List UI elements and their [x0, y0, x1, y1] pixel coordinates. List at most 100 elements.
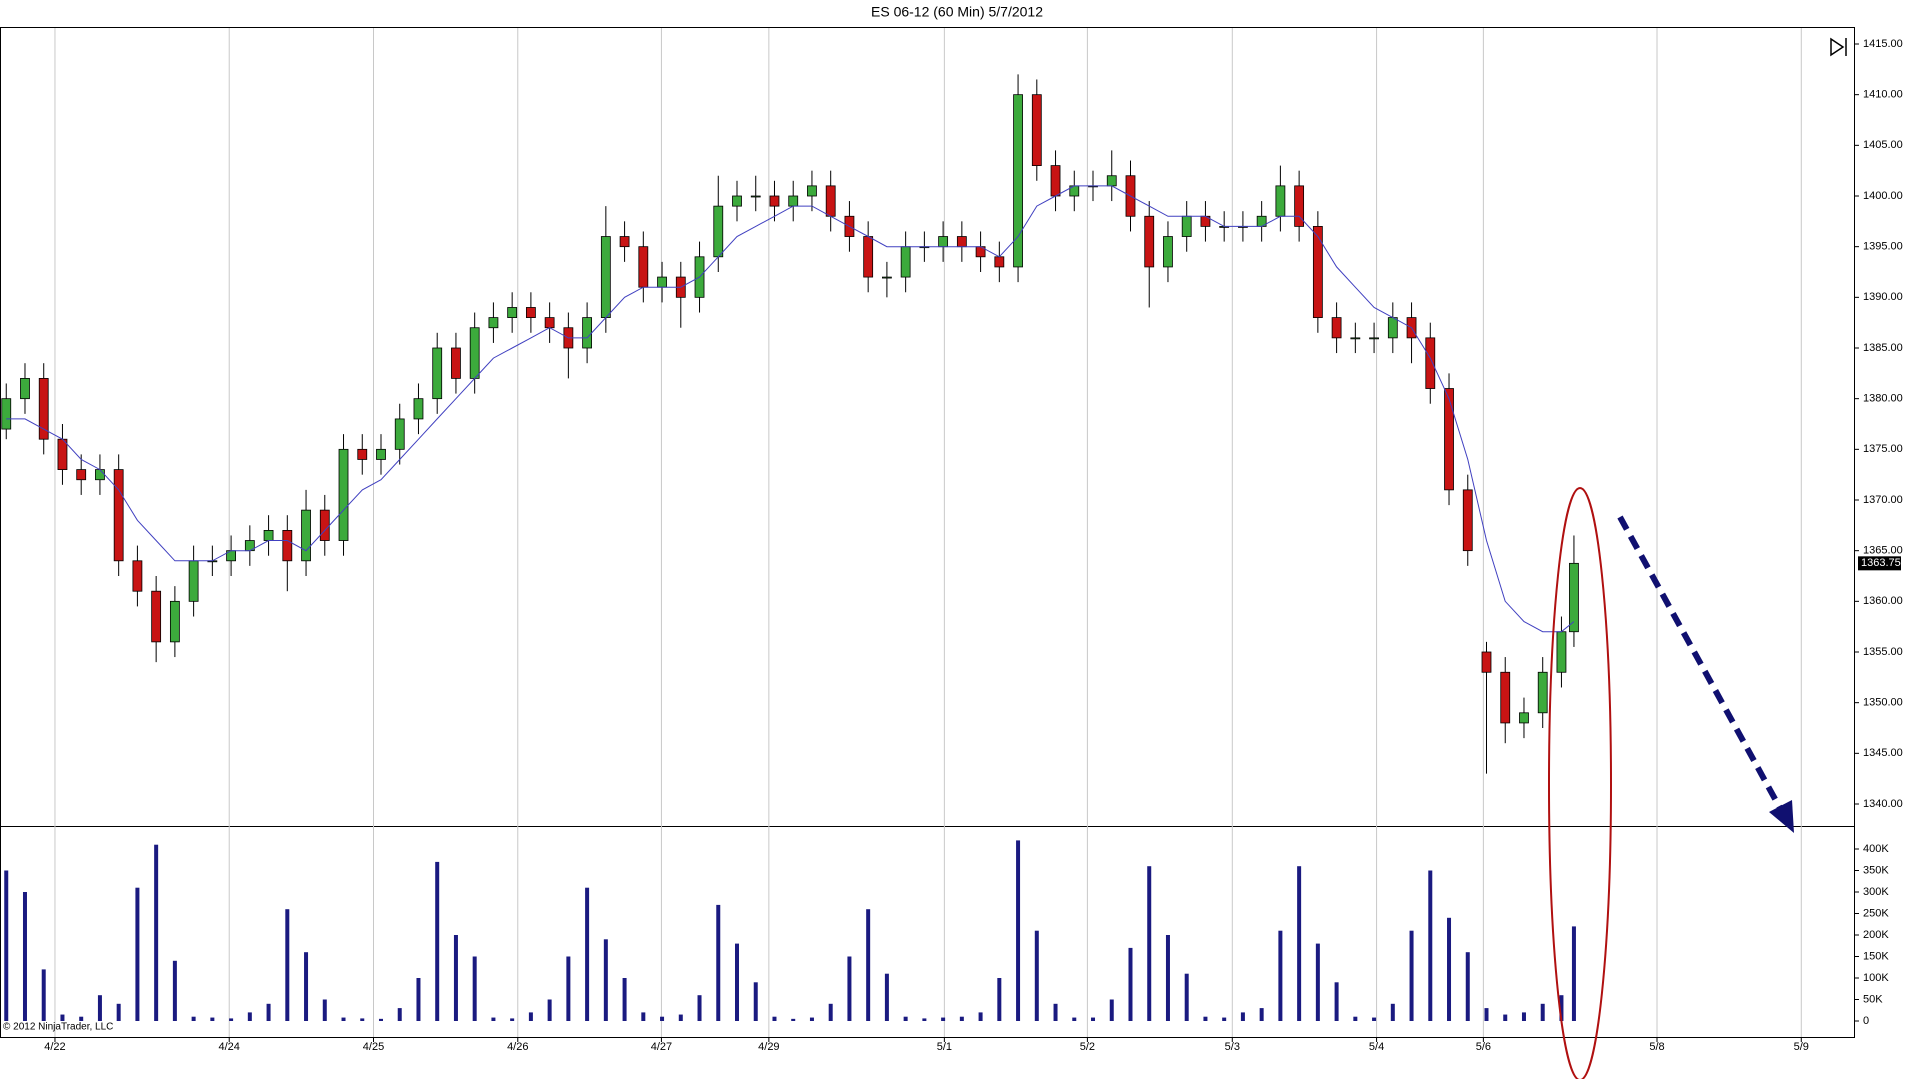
volume-tick-label: 250K	[1863, 907, 1889, 919]
candle-body	[376, 448, 386, 460]
candle-body	[582, 317, 593, 349]
candle-body	[1144, 215, 1155, 268]
y-tick-label: 1340.00	[1863, 798, 1903, 810]
candle-body	[807, 185, 817, 197]
chart-title: ES 06-12 (60 Min) 5/7/2012	[871, 4, 1043, 20]
volume-bar	[641, 1012, 646, 1021]
candle-body	[301, 509, 311, 562]
candle-body	[507, 307, 518, 319]
volume-bar	[1503, 1014, 1508, 1021]
volume-bar	[491, 1017, 496, 1021]
x-tick-label: 5/6	[1476, 1041, 1491, 1053]
candle-body	[20, 377, 30, 400]
volume-bar	[847, 956, 852, 1021]
grid	[54, 28, 1802, 1037]
y-tick-label: 1345.00	[1863, 747, 1903, 759]
volume-bar	[1165, 935, 1170, 1021]
volume-bar	[1390, 1003, 1395, 1021]
volume-tick-label: 400K	[1863, 843, 1889, 855]
volume-bar	[210, 1017, 215, 1021]
candle-body	[151, 590, 162, 643]
candle-body	[713, 205, 724, 258]
volume-bar	[603, 939, 608, 1021]
x-tick-label: 4/29	[758, 1041, 779, 1053]
volume-bar	[79, 1016, 84, 1021]
volume-bar	[1109, 999, 1114, 1021]
candle-body	[600, 236, 611, 319]
candle-body	[113, 469, 124, 562]
candle-body	[1500, 671, 1511, 724]
candle-body	[57, 438, 68, 471]
volume-bar	[285, 909, 290, 1021]
volume-bar	[1184, 973, 1189, 1021]
volume-bar	[322, 999, 327, 1021]
volume-bar	[341, 1017, 346, 1021]
candle-body	[169, 600, 180, 643]
candle-body	[1569, 562, 1579, 633]
candle-body	[1, 398, 12, 430]
volume-bar	[1559, 995, 1564, 1021]
candle-body	[900, 246, 911, 278]
icon-bg[interactable]	[1828, 37, 1848, 57]
y-tick-label: 1360.00	[1863, 595, 1903, 607]
volume-bar	[866, 909, 871, 1021]
volume-bar	[41, 969, 46, 1021]
volume-bar	[472, 956, 477, 1021]
volume-bar	[735, 943, 740, 1021]
volume-bar	[566, 956, 571, 1021]
candle-body	[1425, 337, 1436, 389]
volume-bar	[622, 978, 627, 1021]
candle-body	[132, 560, 143, 592]
volume-bar	[154, 844, 159, 1021]
x-tick-label: 5/2	[1080, 1041, 1095, 1053]
volume-bar	[416, 978, 421, 1021]
volume-bar	[1353, 1016, 1358, 1021]
volume-bar	[678, 1014, 683, 1021]
volume-bar	[1409, 930, 1414, 1021]
volume-bar	[547, 999, 552, 1021]
volume-bar	[172, 960, 177, 1021]
last-price-label: 1363.75	[1861, 557, 1901, 569]
candle-body	[1387, 317, 1398, 339]
candle-body	[1369, 337, 1379, 340]
volume-bar	[1297, 866, 1302, 1021]
annotation-arrow	[1617, 515, 1783, 810]
candle-body	[1050, 165, 1061, 197]
volume-bar	[1315, 943, 1320, 1021]
last-price-tag	[1858, 556, 1901, 571]
candle-body	[1312, 225, 1323, 318]
icon-triangle	[1830, 37, 1845, 57]
x-tick-label: 5/3	[1225, 1041, 1240, 1053]
y-tick-label: 1415.00	[1863, 38, 1903, 50]
maximize-icon[interactable]	[1828, 37, 1848, 57]
candle-body	[938, 236, 949, 248]
volume-bar	[1128, 947, 1133, 1021]
annotation-arrow-head	[1769, 800, 1794, 833]
y-tick-label: 1390.00	[1863, 291, 1903, 303]
volume-bar	[941, 1017, 946, 1021]
candle-body	[769, 195, 780, 207]
y-tick-label: 1410.00	[1863, 89, 1903, 101]
volume-tick-label: 0	[1863, 1015, 1869, 1027]
candle-body	[825, 185, 836, 217]
annotation-ellipse	[1548, 487, 1612, 1079]
volume-bar	[959, 1016, 964, 1021]
y-tick-label: 1395.00	[1863, 241, 1903, 253]
volume-bar	[1428, 870, 1433, 1021]
candle-body	[994, 256, 1005, 268]
volume-bar	[997, 978, 1002, 1021]
volume-bar	[510, 1018, 515, 1021]
volume-tick-label: 50K	[1863, 993, 1883, 1005]
volume-bar	[828, 1003, 833, 1021]
volume-bar	[60, 1014, 65, 1021]
candle-body	[788, 195, 799, 207]
candle-body	[413, 398, 424, 420]
candle-body	[882, 276, 892, 279]
volume-bar	[809, 1017, 814, 1021]
candle-body	[1294, 185, 1305, 227]
candle-body	[1537, 671, 1548, 714]
volume-bar	[397, 1008, 402, 1021]
volume-bar	[1521, 1012, 1526, 1021]
volume-bar	[1484, 1008, 1489, 1021]
volume-bar	[4, 870, 9, 1021]
